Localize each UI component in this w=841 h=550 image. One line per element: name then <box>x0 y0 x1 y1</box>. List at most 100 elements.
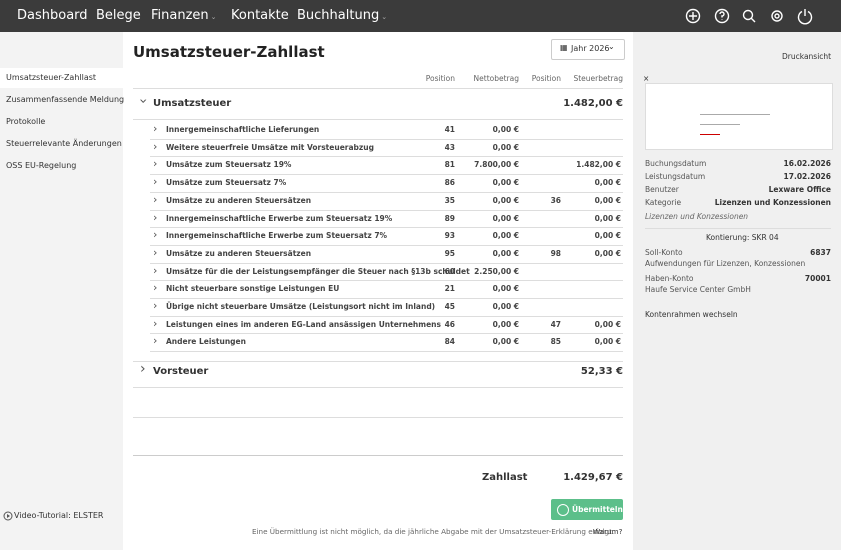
chevron: › <box>153 263 158 277</box>
detail-label: Leistungsdatum <box>645 172 706 181</box>
row-tax: 1.482,00 € <box>576 160 621 170</box>
nav-item[interactable]: Kontakte <box>231 8 289 23</box>
credit-desc: Haufe Service Center GmbH <box>645 285 751 294</box>
chevron: › <box>153 245 158 259</box>
row-label[interactable]: Umsätze zu anderen Steuersätzen <box>166 248 312 258</box>
row-net: 2.250,00 € <box>474 266 519 276</box>
detail-value: Lexware Office <box>768 185 831 194</box>
row-position2: 47 <box>550 319 561 329</box>
row-divider <box>150 244 623 246</box>
row-divider <box>150 227 623 229</box>
nav-item[interactable]: Belege <box>96 8 141 23</box>
row-position2: 98 <box>550 248 561 258</box>
booking-title: Kontierung: SKR 04 <box>706 233 779 242</box>
nav-item[interactable]: Buchhaltung ⌄ <box>297 8 388 23</box>
detail-label: Buchungsdatum <box>645 159 707 168</box>
chevron: › <box>153 281 158 295</box>
active-item-bg <box>0 68 123 88</box>
row-divider <box>133 361 623 363</box>
row-position: 93 <box>444 231 455 241</box>
submit-button[interactable] <box>551 499 623 520</box>
why-link[interactable]: Warum? <box>593 527 623 536</box>
result-label: Zahllast <box>482 472 528 483</box>
row-net: 0,00 € <box>492 302 519 311</box>
credit-account: 70001 <box>804 274 831 283</box>
row-position: 84 <box>444 337 455 347</box>
row-position2: 85 <box>550 337 561 347</box>
print-link[interactable]: Druckansicht <box>782 52 832 61</box>
divider <box>645 228 831 229</box>
row-divider <box>150 280 623 282</box>
play-icon <box>3 511 13 521</box>
row-net: 0,00 € <box>492 195 519 205</box>
calendar-icon: ▦ <box>560 43 568 52</box>
debit-label: Soll-Konto <box>645 248 683 257</box>
video-link[interactable]: Video-Tutorial: ELSTER <box>14 511 104 520</box>
row-label[interactable]: Innergemeinschaftliche Erwerbe zum Steue… <box>166 231 388 241</box>
row-net: 0,00 € <box>492 213 519 223</box>
switch-chart[interactable]: Kontenrahmen wechseln <box>645 310 738 319</box>
sidebar-item[interactable]: Protokolle <box>6 117 46 126</box>
row-net: 0,00 € <box>492 125 519 134</box>
row-tax: 0,00 € <box>594 213 621 223</box>
row-divider <box>150 333 623 335</box>
chevron: › <box>140 361 146 378</box>
row-divider <box>133 387 623 389</box>
section-title[interactable]: Vorsteuer <box>153 366 209 378</box>
row-label[interactable]: Innergemeinschaftliche Erwerbe zum Steue… <box>166 213 393 223</box>
row-position: 86 <box>444 178 455 188</box>
row-label[interactable]: Nicht steuerbare sonstige Leistungen EU <box>166 284 340 294</box>
row-tax: 0,00 € <box>594 231 621 241</box>
row-divider <box>150 156 623 158</box>
row-position: 81 <box>444 160 455 170</box>
section-total: 52,33 € <box>580 366 623 378</box>
result-value: 1.429,67 € <box>563 472 623 483</box>
row-divider <box>150 315 623 317</box>
row-label[interactable]: Leistungen eines im anderen EG-Land ansä… <box>166 319 441 329</box>
row-tax: 0,00 € <box>594 337 621 347</box>
row-position: 46 <box>444 319 455 329</box>
row-net: 0,00 € <box>492 142 519 152</box>
row-net: 0,00 € <box>492 284 519 294</box>
document-thumbnail[interactable] <box>645 83 833 150</box>
category-note: Lizenzen und Konzessionen <box>645 212 749 221</box>
row-label[interactable]: Andere Leistungen <box>166 337 246 347</box>
sidebar-item[interactable]: OSS EU-Regelung <box>6 161 77 170</box>
chevron: › <box>153 175 158 189</box>
close[interactable]: × <box>643 74 650 83</box>
credit-label: Haben-Konto <box>645 274 694 283</box>
sidebar <box>0 32 123 550</box>
row-label[interactable]: Innergemeinschaftliche Lieferungen <box>166 125 320 134</box>
sidebar-item[interactable]: Zusammenfassende Meldung <box>6 95 125 104</box>
row-divider <box>150 298 623 299</box>
row-label[interactable]: Umsätze zu anderen Steuersätzen <box>166 195 312 205</box>
detail-label: Benutzer <box>645 185 679 194</box>
row-position: 21 <box>444 284 455 294</box>
nav-icons <box>685 8 813 25</box>
submit-label[interactable]: Übermitteln <box>572 505 623 514</box>
row-label[interactable]: Umsätze zum Steuersatz 7% <box>166 178 287 188</box>
chevron: › <box>153 299 158 312</box>
row-position: 89 <box>444 213 455 223</box>
chevron: › <box>153 228 158 242</box>
row-label[interactable]: Übrige nicht steuerbare Umsätze (Leistun… <box>166 302 436 311</box>
sidebar-item[interactable]: Steuerrelevante Änderungen <box>6 139 122 148</box>
row-divider <box>150 262 623 264</box>
row-position: 95 <box>444 248 455 258</box>
info-note: Eine Übermittlung ist nicht möglich, da … <box>252 527 615 536</box>
row-label[interactable]: Umsätze für die der Leistungsempfänger d… <box>166 266 470 276</box>
year-select[interactable] <box>551 39 625 60</box>
sidebar-item[interactable]: Umsatzsteuer-Zahllast <box>6 73 97 82</box>
row-label[interactable]: Weitere steuerfreie Umsätze mit Vorsteue… <box>166 142 374 152</box>
nav-item[interactable]: Dashboard <box>17 8 88 23</box>
row-label[interactable]: Umsätze zum Steuersatz 19% <box>166 160 292 170</box>
section-title[interactable]: Umsatzsteuer <box>153 98 232 109</box>
column-header: Nettobetrag <box>473 74 519 83</box>
year-label: Jahr 2026 <box>571 44 610 53</box>
detail-value: 17.02.2026 <box>783 172 831 181</box>
submit-icon <box>557 504 569 516</box>
nav-item[interactable]: Finanzen ⌄ <box>151 8 217 23</box>
row-divider <box>150 209 623 211</box>
top-nav <box>0 0 841 32</box>
debit-desc: Aufwendungen für Lizenzen, Konzessionen <box>645 259 806 268</box>
